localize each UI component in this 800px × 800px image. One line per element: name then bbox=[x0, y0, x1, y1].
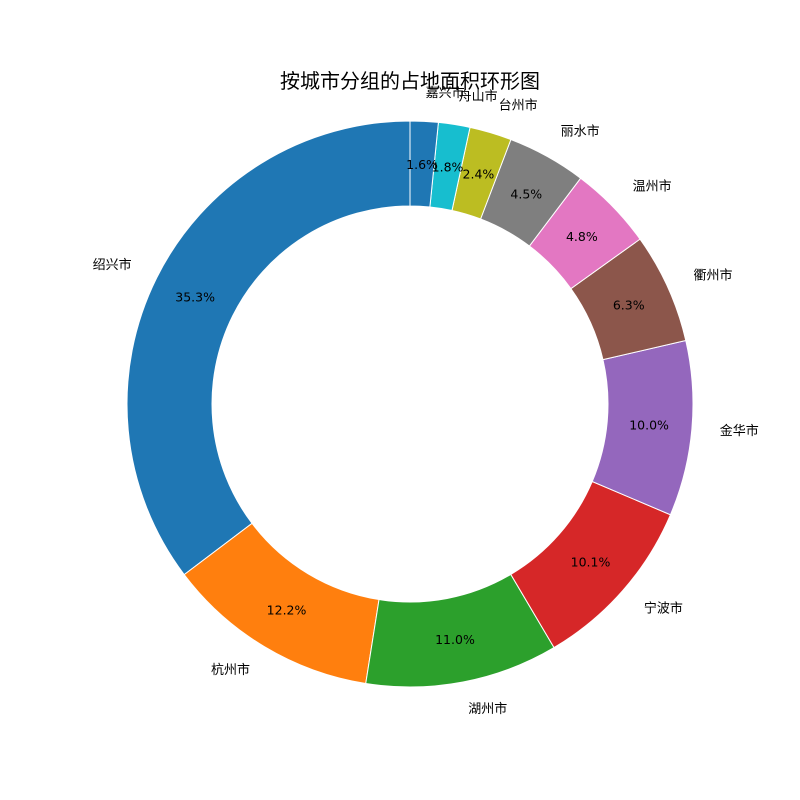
chart-title: 按城市分组的占地面积环形图 bbox=[280, 69, 540, 93]
value-label-3: 11.0% bbox=[435, 632, 475, 647]
category-label-2: 杭州市 bbox=[211, 662, 250, 678]
value-label-8: 4.5% bbox=[510, 187, 542, 202]
category-label-10: 舟山市 bbox=[459, 88, 498, 104]
value-label-1: 35.3% bbox=[175, 290, 215, 305]
value-label-4: 10.1% bbox=[571, 555, 611, 570]
category-label-9: 台州市 bbox=[499, 97, 538, 113]
category-label-11: 嘉兴市 bbox=[426, 85, 465, 101]
value-label-10: 1.8% bbox=[432, 159, 464, 174]
value-label-5: 10.0% bbox=[629, 418, 669, 433]
slice-group bbox=[126, 120, 694, 688]
category-label-8: 丽水市 bbox=[561, 123, 600, 139]
value-label-2: 12.2% bbox=[267, 602, 307, 617]
category-label-3: 湖州市 bbox=[468, 701, 507, 717]
label-group: 35.3% 绍兴市 12.2% 杭州市 11.0% 湖州市 10.1% 宁波市 10.0% 金华市… bbox=[93, 85, 759, 717]
category-label-7: 温州市 bbox=[633, 178, 672, 194]
slice-1 bbox=[126, 120, 411, 576]
value-label-11: 1.6% bbox=[406, 157, 438, 172]
value-label-7: 4.8% bbox=[566, 229, 598, 244]
category-label-5: 金华市 bbox=[720, 423, 759, 439]
slice-11 bbox=[409, 120, 439, 208]
value-label-9: 2.4% bbox=[463, 166, 495, 181]
category-label-4: 宁波市 bbox=[644, 600, 683, 616]
value-label-6: 6.3% bbox=[613, 298, 645, 313]
category-label-1: 绍兴市 bbox=[93, 257, 132, 273]
category-label-6: 衢州市 bbox=[693, 268, 732, 284]
